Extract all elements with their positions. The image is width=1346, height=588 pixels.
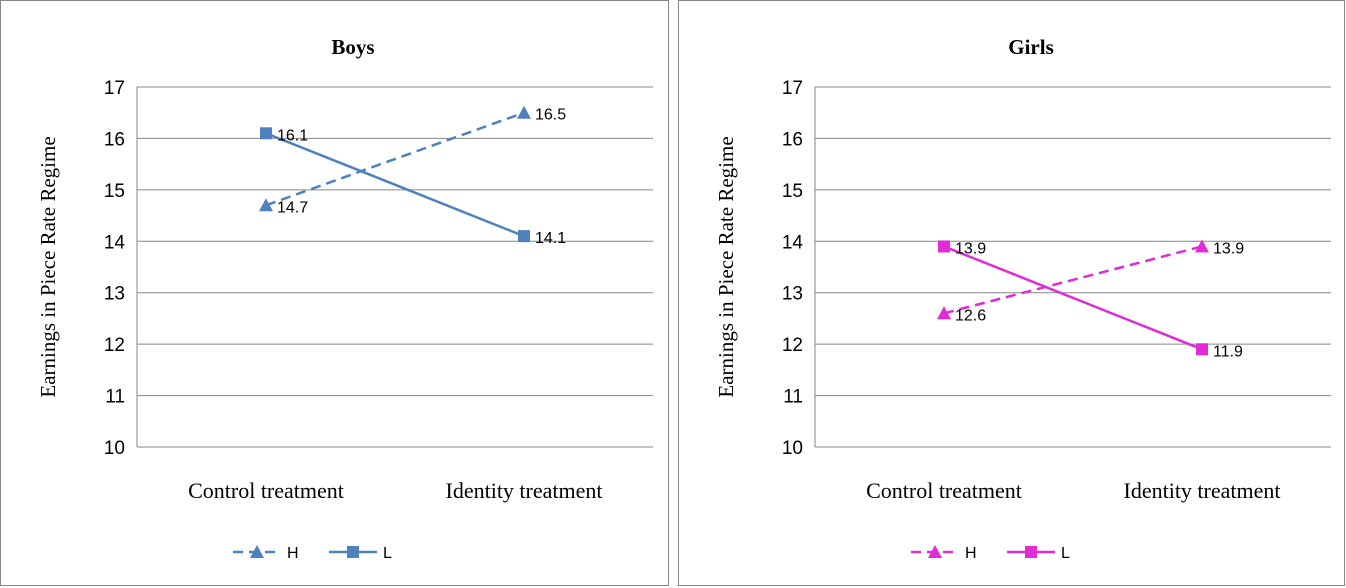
y-tick-label: 13 [782,284,803,305]
y-tick-label: 13 [104,284,125,305]
data-label: 11.9 [1213,343,1243,360]
y-tick-label: 17 [782,78,803,99]
data-point-h [1195,239,1209,253]
girls-chart-panel: Girls Earnings in Piece Rate Regime 10 11 12… [678,0,1345,586]
data-label: 14.7 [277,199,308,216]
data-label: 14.1 [535,230,566,247]
series-line-h [265,111,525,207]
data-point-l [260,127,272,140]
y-tick-label: 16 [782,129,803,150]
y-tick-label: 10 [782,438,803,459]
y-tick-label: 14 [104,232,126,253]
y-tick-label: 12 [782,335,803,356]
data-label: 13.9 [955,240,986,257]
y-tick-label: 12 [104,335,125,356]
series-line-h [943,245,1203,315]
y-tick-label: 11 [783,387,803,408]
data-point-h [937,306,951,320]
y-tick-label: 15 [104,181,125,202]
x-tick-label: Control treatment [866,478,1022,503]
y-tick-label: 16 [104,129,125,150]
y-tick-label: 10 [104,438,125,459]
data-label: 12.6 [955,307,986,324]
data-point-h [517,105,531,119]
legend-item-l: L [329,545,392,562]
legend-marker-triangle [928,545,942,558]
data-point-l [938,240,950,253]
x-tick-label: Identity treatment [446,478,603,503]
boys-chart: Boys Earnings in Piece Rate Regime 10 11 12 1… [36,35,653,562]
y-tick-label: 14 [782,232,804,253]
legend-label: H [287,545,299,562]
boys-chart-panel: Boys Earnings in Piece Rate Regime 10 11 12 1… [0,0,669,586]
legend-marker-square [347,546,359,558]
legend-label: H [965,545,977,562]
y-axis-label: Earnings in Piece Rate Regime [714,136,738,397]
legend-marker-square [1025,546,1037,558]
y-axis-label: Earnings in Piece Rate Regime [36,136,60,397]
legend-item-h: H [911,545,977,562]
y-tick-label: 17 [104,78,125,99]
girls-chart: Girls Earnings in Piece Rate Regime 10 11 12… [714,35,1331,562]
legend-item-h: H [233,545,299,562]
data-label: 13.9 [1213,240,1244,257]
legend-label: L [1061,545,1070,562]
chart-title: Boys [331,35,374,59]
chart-title: Girls [1008,35,1054,59]
data-point-l [1196,343,1208,356]
data-label: 16.1 [277,127,308,144]
y-tick-label: 15 [782,181,803,202]
y-tick-label: 11 [105,387,125,408]
data-label: 16.5 [535,107,566,124]
x-tick-label: Identity treatment [1124,478,1281,503]
data-point-l [518,230,530,243]
legend-item-l: L [1007,545,1070,562]
x-tick-label: Control treatment [188,478,344,503]
data-point-h [259,198,273,212]
series-line-l [265,132,525,238]
series-line-l [943,245,1203,351]
legend-marker-triangle [250,545,264,558]
legend-label: L [383,545,392,562]
